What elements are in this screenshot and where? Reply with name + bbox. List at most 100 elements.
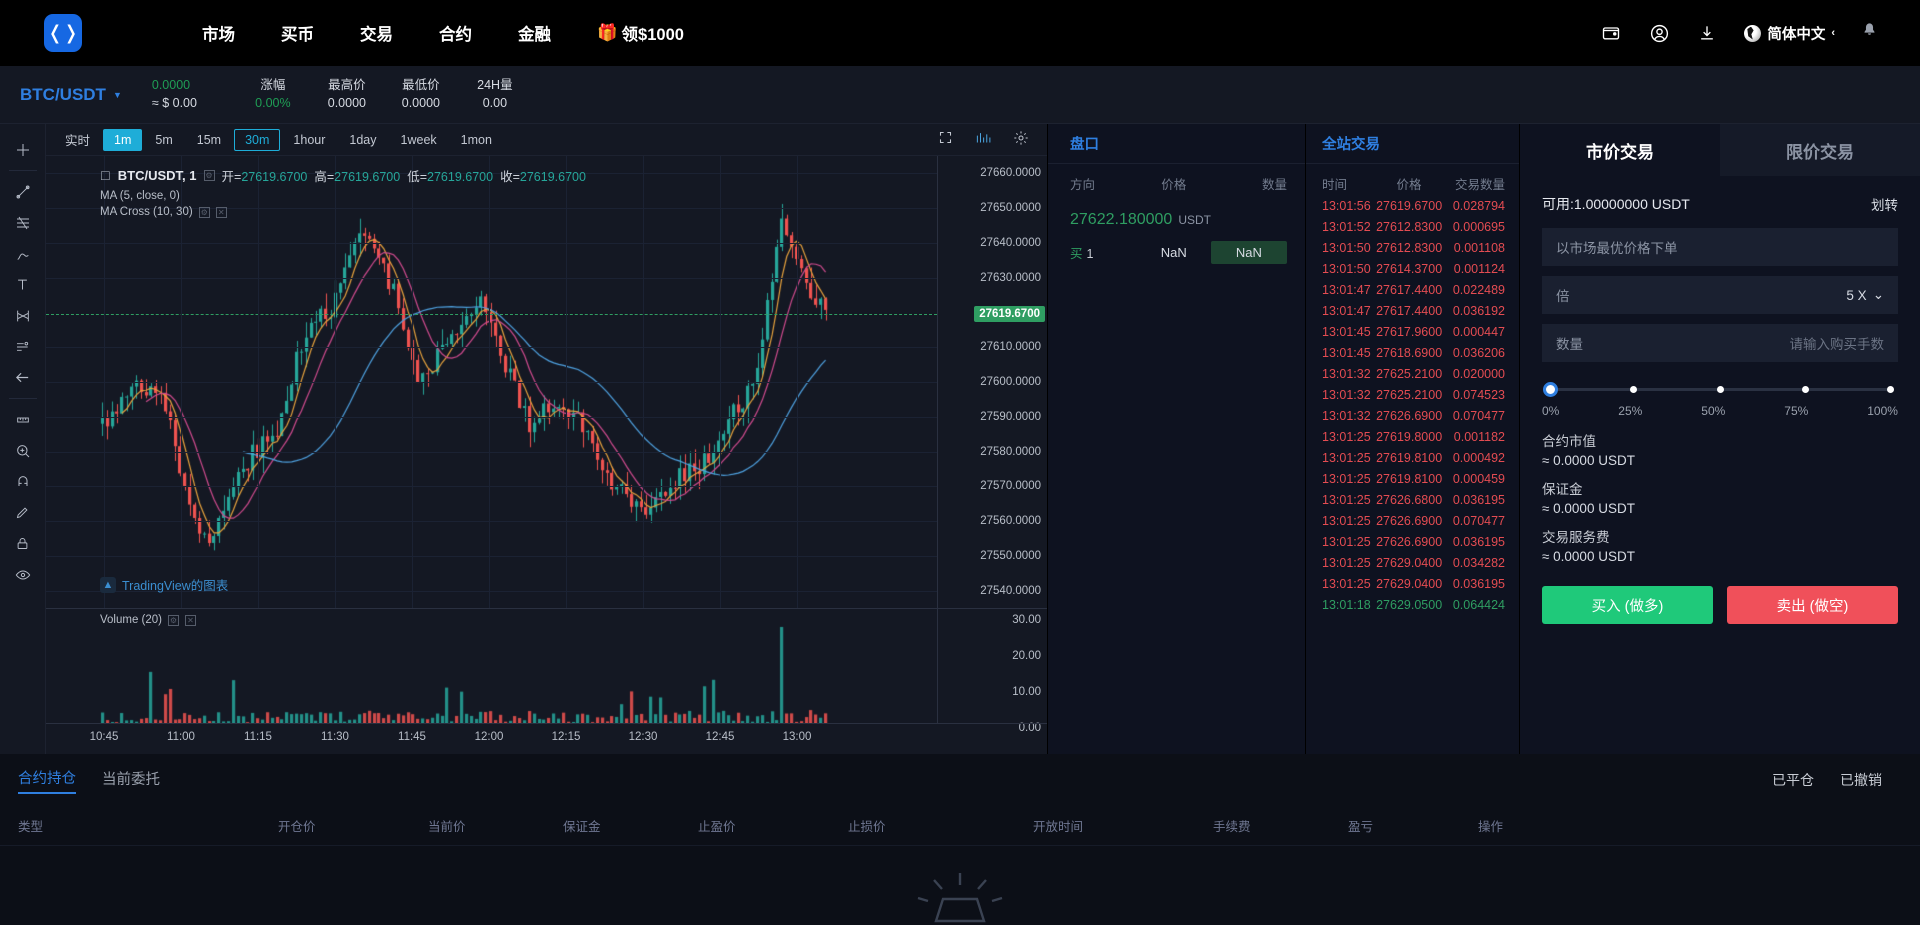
info-value-fee: ≈ 0.0000 USDT xyxy=(1542,549,1635,564)
trade-row: 13:01:25 27626.6900 0.036195 xyxy=(1306,531,1519,552)
trade-time: 13:01:45 xyxy=(1322,324,1371,339)
stat-value: 0.00 xyxy=(482,96,508,110)
text-icon[interactable] xyxy=(0,269,46,300)
timeframe-1m[interactable]: 1m xyxy=(103,128,143,151)
slider-dot-50[interactable] xyxy=(1716,386,1724,393)
timeframe-1mon[interactable]: 1mon xyxy=(460,132,492,147)
quantity-input[interactable]: 数量 请输入购买手数 xyxy=(1542,324,1898,362)
leverage-value: 5 X xyxy=(1846,287,1867,303)
timeframe-5m[interactable]: 5m xyxy=(155,132,173,147)
trade-time: 13:01:32 xyxy=(1322,366,1371,381)
chart-toolbar-right xyxy=(938,130,1039,150)
timeframe-1day[interactable]: 1day xyxy=(349,132,377,147)
divider xyxy=(8,398,37,399)
nav-link-trade[interactable]: 交易 xyxy=(360,26,393,44)
trade-amount: 0.070477 xyxy=(1452,513,1505,528)
nav-promo-button[interactable]: 🎁 领$1000 xyxy=(597,21,684,45)
gear-icon[interactable]: ⚙ xyxy=(198,206,210,218)
timeframe-1week[interactable]: 1week xyxy=(400,132,437,147)
legend-low: 低=27619.6700 xyxy=(407,170,494,184)
collapse-icon[interactable]: ☐ xyxy=(100,168,111,183)
nav-link-contract[interactable]: 合约 xyxy=(439,26,472,44)
gridline xyxy=(412,156,413,608)
transfer-link[interactable]: 划转 xyxy=(1871,198,1898,213)
sell-short-button[interactable]: 卖出 (做空) xyxy=(1727,586,1898,624)
timeframe-realtime[interactable]: 实时 xyxy=(65,134,91,148)
link-closed-positions[interactable]: 已平仓 xyxy=(1772,772,1814,788)
timeframe-30m[interactable]: 30m xyxy=(234,128,281,151)
trade-amount: 0.036192 xyxy=(1452,303,1505,318)
orderbook-title: 盘口 xyxy=(1070,137,1099,153)
tab-current-orders[interactable]: 当前委托 xyxy=(102,771,160,788)
eye-icon[interactable] xyxy=(0,559,46,590)
settings-gear-icon[interactable] xyxy=(1013,130,1029,150)
slider-dot-75[interactable] xyxy=(1801,386,1809,393)
pencil-icon[interactable] xyxy=(0,497,46,528)
code-logo-icon[interactable]: ❬❭ xyxy=(44,14,82,52)
user-icon[interactable] xyxy=(1648,22,1670,44)
trade-panel-body: 可用:1.00000000 USDT 划转 以市场最优价格下单 倍 5 X ⌄ … xyxy=(1520,176,1920,624)
price-placeholder: 以市场最优价格下单 xyxy=(1556,241,1678,256)
nav-link-finance[interactable]: 金融 xyxy=(518,26,551,44)
gear-icon[interactable]: ⚙ xyxy=(168,614,180,626)
download-icon[interactable] xyxy=(1696,22,1718,44)
language-selector[interactable]: 简体中文 ‹ xyxy=(1744,23,1835,44)
tab-contract-positions[interactable]: 合约持仓 xyxy=(18,767,76,794)
volume-canvas[interactable] xyxy=(46,609,938,724)
trade-amount: 0.001124 xyxy=(1453,261,1505,276)
trade-price: 27617.9600 xyxy=(1376,324,1443,339)
time-axis[interactable]: 10:45 11:00 11:15 11:30 11:45 12:00 12:15 12:30… xyxy=(46,723,1047,751)
symbol-selector[interactable]: BTC/USDT ▼ xyxy=(20,85,122,105)
trades-header: 全站交易 xyxy=(1306,124,1519,164)
price-axis[interactable]: 27660.0000 27650.0000 27640.0000 27630.0000… xyxy=(937,156,1047,608)
buy-long-button[interactable]: 买入 (做多) xyxy=(1542,586,1713,624)
fib-icon[interactable] xyxy=(0,207,46,238)
indicator-icon[interactable] xyxy=(975,130,991,149)
volume-chart[interactable]: Volume (20) ⚙ ✕ 30.00 20.00 10.00 0.00 xyxy=(46,608,1047,734)
arrow-left-icon[interactable] xyxy=(0,362,46,393)
timeframe-1hour[interactable]: 1hour xyxy=(293,132,326,147)
tab-market-order[interactable]: 市价交易 xyxy=(1520,124,1720,176)
globe-icon xyxy=(1744,24,1762,42)
trendline-icon[interactable] xyxy=(0,176,46,207)
price-input[interactable]: 以市场最优价格下单 xyxy=(1542,228,1898,266)
legend-settings-icon[interactable]: ⚙ xyxy=(203,170,215,181)
lock-icon[interactable] xyxy=(0,528,46,559)
trades-panel: 全站交易 时间 价格 交易数量 13:01:56 27619.6700 0.0287… xyxy=(1306,124,1520,754)
forecast-icon[interactable] xyxy=(0,331,46,362)
leverage-select[interactable]: 倍 5 X ⌄ xyxy=(1542,276,1898,314)
slider-dot-100[interactable] xyxy=(1887,386,1895,393)
stat-value: 0.00% xyxy=(255,96,291,110)
close-icon[interactable]: ✕ xyxy=(215,206,227,218)
trades-list[interactable]: 13:01:56 27619.6700 0.028794 13:01:52 27612.… xyxy=(1306,195,1519,615)
price-tick: 27650.0000 xyxy=(980,202,1041,215)
stat-label: 最高价 xyxy=(328,78,366,92)
close-icon[interactable]: ✕ xyxy=(185,614,197,626)
gridline xyxy=(46,208,937,210)
fullscreen-icon[interactable] xyxy=(938,130,953,149)
percent-slider[interactable] xyxy=(1543,382,1895,398)
positions-section: 合约持仓 当前委托 已平仓 已撤销 类型 开仓价 当前价 保证金 止盈价 止损价 开放时间 手… xyxy=(0,754,1920,925)
link-cancelled-orders[interactable]: 已撤销 xyxy=(1840,772,1882,788)
slider-knob[interactable] xyxy=(1543,382,1558,397)
pattern-icon[interactable] xyxy=(0,300,46,331)
tab-limit-order[interactable]: 限价交易 xyxy=(1720,124,1920,176)
slider-dot-25[interactable] xyxy=(1629,386,1637,393)
stat-value: 0.0000 xyxy=(327,96,366,110)
gridline xyxy=(46,416,937,418)
nav-link-buy-coin[interactable]: 买币 xyxy=(281,26,314,44)
wallet-icon[interactable] xyxy=(1600,22,1622,44)
magnet-icon[interactable] xyxy=(0,466,46,497)
measure-icon[interactable] xyxy=(0,404,46,435)
trade-row: 13:01:25 27619.8100 0.000459 xyxy=(1306,468,1519,489)
timeframe-15m[interactable]: 15m xyxy=(196,132,222,147)
zoom-in-icon[interactable] xyxy=(0,435,46,466)
gridline xyxy=(720,156,721,608)
price-chart[interactable]: 27660.0000 27650.0000 27640.0000 27630.0000… xyxy=(46,156,1047,608)
brush-icon[interactable] xyxy=(0,238,46,269)
bell-icon[interactable] xyxy=(1861,22,1878,44)
crosshair-icon[interactable] xyxy=(0,134,46,165)
gridline xyxy=(46,277,937,279)
nav-link-market[interactable]: 市场 xyxy=(202,26,235,44)
